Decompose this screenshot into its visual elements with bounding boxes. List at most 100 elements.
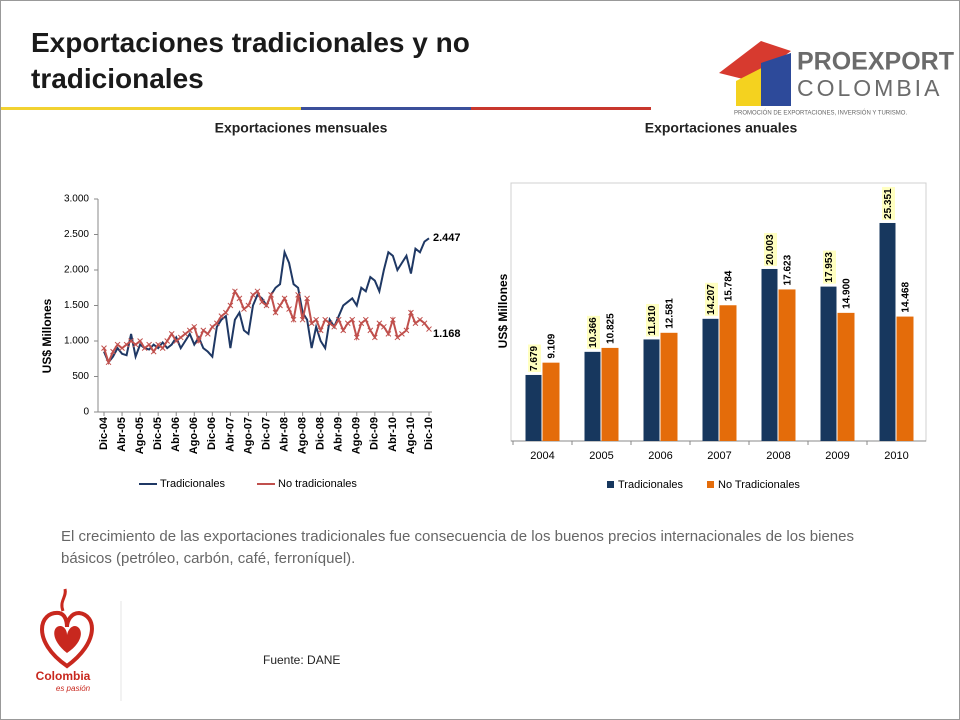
point-marker <box>268 291 274 298</box>
data-label: 14.207 <box>706 284 717 315</box>
point-marker <box>385 331 392 337</box>
data-label-group: 7.679 <box>528 344 541 372</box>
bar <box>660 332 678 441</box>
data-label-group: 12.581 <box>665 298 676 329</box>
point-marker <box>381 323 387 330</box>
data-label-group: 17.953 <box>823 250 836 284</box>
y-tick-label: 1.500 <box>64 300 89 311</box>
legend-swatch <box>607 481 614 488</box>
bar <box>601 347 619 441</box>
point-marker <box>299 316 306 323</box>
y-tick-label: 500 <box>72 371 89 382</box>
point-marker <box>128 338 134 344</box>
x-tick-label: 2010 <box>884 450 908 462</box>
point-marker <box>344 320 351 327</box>
bar <box>896 316 914 441</box>
point-marker <box>232 288 238 295</box>
logo-name: PROEXPORT <box>797 48 954 76</box>
x-tick-label: 2006 <box>648 450 672 462</box>
point-marker <box>159 345 166 351</box>
header-stripe <box>471 107 651 110</box>
point-marker <box>331 323 338 330</box>
bar <box>525 374 542 441</box>
x-tick-label: Abr-08 <box>278 417 290 452</box>
point-marker <box>227 302 234 309</box>
data-label-group: 14.900 <box>842 278 853 309</box>
data-label-group: 11.810 <box>646 303 659 337</box>
y-axis-label: US$ Millones <box>40 298 54 373</box>
point-marker <box>155 341 162 348</box>
point-marker <box>195 338 202 344</box>
point-marker <box>308 320 315 327</box>
x-tick-label: 2007 <box>707 450 731 462</box>
point-marker <box>263 302 270 309</box>
point-marker <box>123 341 130 348</box>
x-tick-label: Dic-09 <box>369 417 381 450</box>
data-label-bg <box>528 344 541 372</box>
data-label-group: 15.784 <box>724 270 735 301</box>
x-tick-label: Dic-04 <box>98 416 110 450</box>
point-marker <box>150 348 157 355</box>
point-marker <box>119 345 125 351</box>
y-tick-label: 2.000 <box>64 265 89 276</box>
point-marker <box>241 306 247 312</box>
data-label-group: 10.825 <box>606 313 617 344</box>
point-marker <box>371 334 378 341</box>
proexport-logo: PROEXPORT COLOMBIA PROMOCIÓN DE EXPORTAC… <box>719 41 954 117</box>
legend-label: Tradicionales <box>618 479 684 491</box>
point-marker <box>362 316 369 323</box>
x-tick-label: 2009 <box>825 450 849 462</box>
point-marker <box>358 320 365 327</box>
data-label: 10.366 <box>588 317 599 348</box>
x-tick-label: 2004 <box>530 450 554 462</box>
x-tick-label: Ago-05 <box>134 417 146 454</box>
point-marker <box>281 295 288 302</box>
point-marker <box>403 327 410 334</box>
data-label-group: 10.366 <box>587 315 600 349</box>
legend-label: Tradicionales <box>160 478 226 490</box>
point-marker <box>137 338 143 344</box>
point-marker <box>394 334 401 341</box>
x-tick-label: Ago-09 <box>351 417 363 454</box>
data-label: 20.003 <box>765 234 776 265</box>
y-axis-label: US$ Millones <box>496 273 510 348</box>
data-label: 25.351 <box>883 188 894 219</box>
y-tick-label: 0 <box>83 407 89 418</box>
legend-swatch <box>707 481 714 488</box>
point-marker <box>204 331 211 337</box>
data-label: 10.825 <box>606 313 617 344</box>
point-marker <box>200 327 207 334</box>
point-marker <box>367 327 374 334</box>
data-label: 7.679 <box>529 345 540 370</box>
bar <box>778 289 796 441</box>
point-marker <box>326 320 333 327</box>
colombia-brand: Colombia es pasión <box>36 588 122 701</box>
point-marker <box>164 338 171 344</box>
data-label-bg <box>705 282 718 316</box>
data-label-bg <box>646 303 659 337</box>
data-label-group: 9.109 <box>547 333 558 358</box>
x-tick-label: Dic-08 <box>315 417 327 450</box>
point-marker <box>182 331 189 337</box>
point-marker <box>186 327 193 334</box>
data-label: 14.468 <box>901 282 912 313</box>
slide-title: Exportaciones tradicionales y no tradici… <box>31 27 470 94</box>
bar <box>702 318 719 441</box>
point-marker <box>146 341 152 348</box>
data-label-group: 20.003 <box>764 232 777 266</box>
point-marker <box>295 291 301 298</box>
x-tick-label: Dic-05 <box>152 417 164 450</box>
header-stripe <box>301 107 471 110</box>
point-marker <box>322 316 329 323</box>
brand-tagline: es pasión <box>56 684 91 693</box>
point-marker <box>272 309 279 316</box>
data-label: 2.447 <box>433 232 461 244</box>
point-marker <box>417 316 423 323</box>
point-marker <box>390 316 396 323</box>
point-marker <box>168 331 175 337</box>
point-marker <box>105 359 112 366</box>
point-marker <box>177 334 184 341</box>
x-tick-label: Abr-07 <box>224 417 236 452</box>
point-marker <box>335 316 342 323</box>
